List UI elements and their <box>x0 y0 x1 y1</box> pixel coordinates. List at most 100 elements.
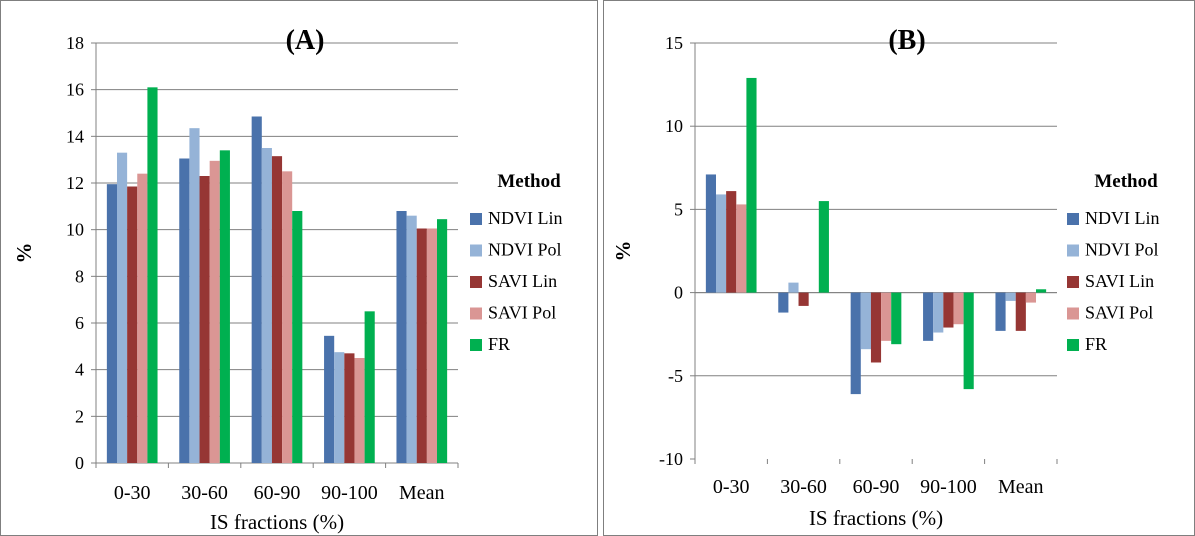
chart-b-bar-savi-pol <box>1025 292 1037 303</box>
chart-a-category-label: 90-100 <box>321 482 378 504</box>
chart-a-bar-ndvi-lin <box>251 116 262 463</box>
chart-a-legend-label: SAVI Lin <box>488 271 557 291</box>
chart-b-bar-savi-pol <box>953 292 964 325</box>
chart-b-ytick-label: 0 <box>674 283 683 303</box>
chart-b-bar-fr <box>818 201 829 293</box>
chart-b-category-label: 90-100 <box>920 476 977 498</box>
chart-b-ytick-label: -10 <box>659 449 683 469</box>
chart-a-legend-swatch <box>470 307 482 320</box>
chart-a-legend-swatch <box>470 213 482 225</box>
chart-b-legend-label: NDVI Lin <box>1085 208 1160 228</box>
chart-b-bar-ndvi-lin <box>923 292 934 341</box>
chart-b-legend-title: Method <box>1094 171 1158 192</box>
chart-a-bar-ndvi-lin <box>179 158 190 463</box>
chart-b-category-label: Mean <box>998 476 1044 498</box>
chart-a-ytick-label: 18 <box>66 33 84 53</box>
chart-b-title: (B) <box>888 25 925 56</box>
chart-a-legend-swatch <box>470 339 482 351</box>
chart-b-ytick-label: 5 <box>674 199 683 219</box>
chart-b-legend-swatch <box>1067 307 1079 320</box>
chart-a-category-label: Mean <box>399 482 445 504</box>
chart-a-bar-ndvi-pol <box>406 215 417 463</box>
chart-a-ytick-label: 12 <box>66 173 84 193</box>
chart-b-bar-savi-pol <box>736 204 747 293</box>
chart-a-bar-savi-lin <box>199 176 210 463</box>
chart-a-ytick-label: 16 <box>66 80 84 100</box>
chart-a-legend-label: SAVI Pol <box>488 303 556 323</box>
chart-a-bar-savi-lin <box>271 156 283 463</box>
chart-b-legend-label: FR <box>1085 334 1107 354</box>
chart-a-bar-savi-pol <box>282 171 293 464</box>
chart-b-bar-savi-lin <box>1015 292 1026 331</box>
chart-a-legend-title: Method <box>497 171 561 192</box>
chart-b-legend-swatch <box>1067 276 1079 288</box>
chart-a-bar-fr <box>219 150 230 464</box>
chart-b-bar-fr <box>891 292 902 345</box>
chart-a-bar-savi-lin <box>127 186 138 463</box>
chart-a-category-label: 0-30 <box>114 482 151 504</box>
chart-a-bar-fr <box>147 87 158 463</box>
chart-a-bar-fr <box>364 311 375 463</box>
chart-a-legend-swatch <box>470 244 482 257</box>
chart-b-category-label: 0-30 <box>713 476 750 498</box>
chart-a-bar-ndvi-pol <box>116 152 128 463</box>
chart-a-ytick-label: 6 <box>75 313 84 333</box>
chart-a-y-axis-title: % <box>12 243 36 264</box>
chart-b-bar-fr <box>746 77 757 293</box>
chart-a-bar-savi-pol <box>354 358 365 463</box>
chart-a-bar-ndvi-pol <box>334 352 345 463</box>
chart-a-bar-ndvi-lin <box>106 184 117 463</box>
chart-b-bar-ndvi-lin <box>705 174 716 293</box>
chart-b-bar-savi-pol <box>881 292 892 341</box>
chart-b-bar-ndvi-pol <box>1005 292 1016 301</box>
chart-a-bar-savi-pol <box>137 173 148 463</box>
chart-b-ytick-label: 15 <box>665 33 683 53</box>
chart-a-bar-fr <box>292 211 303 463</box>
chart-a-ytick-label: 14 <box>66 126 84 146</box>
chart-b-legend-swatch <box>1067 244 1079 257</box>
chart-b-x-axis-title: IS fractions (%) <box>809 506 943 530</box>
chart-b-bar-savi-lin <box>726 191 737 293</box>
chart-panel-a: 0 2 4 6 8 10 12 14 16 18 0-30 30-60 60-90 90-100 Mean I… <box>0 0 598 536</box>
chart-a-bar-ndvi-pol <box>261 148 272 463</box>
chart-a-legend-label: NDVI Pol <box>488 240 562 260</box>
chart-b-bar-ndvi-pol <box>715 194 727 293</box>
chart-a-category-label: 30-60 <box>181 482 228 504</box>
chart-a-bar-fr <box>437 219 448 463</box>
chart-b-svg: -10 -5 0 5 10 15 0-30 30-60 60-90 90-100 Mean IS fr… <box>611 25 1160 530</box>
chart-b-category-label: 60-90 <box>853 476 900 498</box>
chart-b-ytick-label: 10 <box>665 116 683 136</box>
chart-b-legend-label: NDVI Pol <box>1085 240 1159 260</box>
chart-a-bar-ndvi-lin <box>324 335 335 463</box>
chart-a-ytick-label: 2 <box>75 406 84 426</box>
chart-b-bar-ndvi-lin <box>778 292 789 313</box>
chart-a-bar-savi-lin <box>344 353 355 463</box>
chart-a-ytick-label: 0 <box>75 453 84 473</box>
chart-a-legend-label: FR <box>488 334 510 354</box>
chart-a-bar-ndvi-pol <box>189 128 200 463</box>
chart-b-bar-savi-lin <box>870 292 882 363</box>
chart-panel-b: -10 -5 0 5 10 15 0-30 30-60 60-90 90-100 Mean IS fr… <box>603 0 1195 536</box>
chart-b-bar-savi-lin <box>943 292 954 328</box>
chart-a-legend-swatch <box>470 276 482 288</box>
chart-a-category-label: 60-90 <box>254 482 301 504</box>
chart-b-bar-ndvi-lin <box>850 292 861 395</box>
chart-a-svg: 0 2 4 6 8 10 12 14 16 18 0-30 30-60 60-90 90-100 Mean I… <box>12 25 563 534</box>
chart-b-bar-savi-lin <box>798 292 809 306</box>
chart-a-title: (A) <box>286 25 325 56</box>
chart-b-bar-fr <box>963 292 974 390</box>
chart-a-bar-ndvi-lin <box>396 211 407 463</box>
chart-a-ytick-label: 4 <box>75 360 84 380</box>
chart-b-legend-swatch <box>1067 213 1079 225</box>
chart-b-ytick-label: -5 <box>668 366 683 386</box>
chart-b-bar-ndvi-pol <box>933 292 944 333</box>
chart-b-legend-swatch <box>1067 339 1079 351</box>
panel-divider <box>598 0 603 536</box>
chart-a-bar-savi-pol <box>426 228 438 463</box>
chart-b-legend-label: SAVI Pol <box>1085 303 1153 323</box>
chart-b-bar-ndvi-pol <box>860 292 871 350</box>
chart-a-ytick-label: 8 <box>75 266 84 286</box>
chart-a-x-axis-title: IS fractions (%) <box>210 510 344 534</box>
chart-a-legend-label: NDVI Lin <box>488 208 563 228</box>
chart-b-bar-fr <box>1036 289 1047 293</box>
